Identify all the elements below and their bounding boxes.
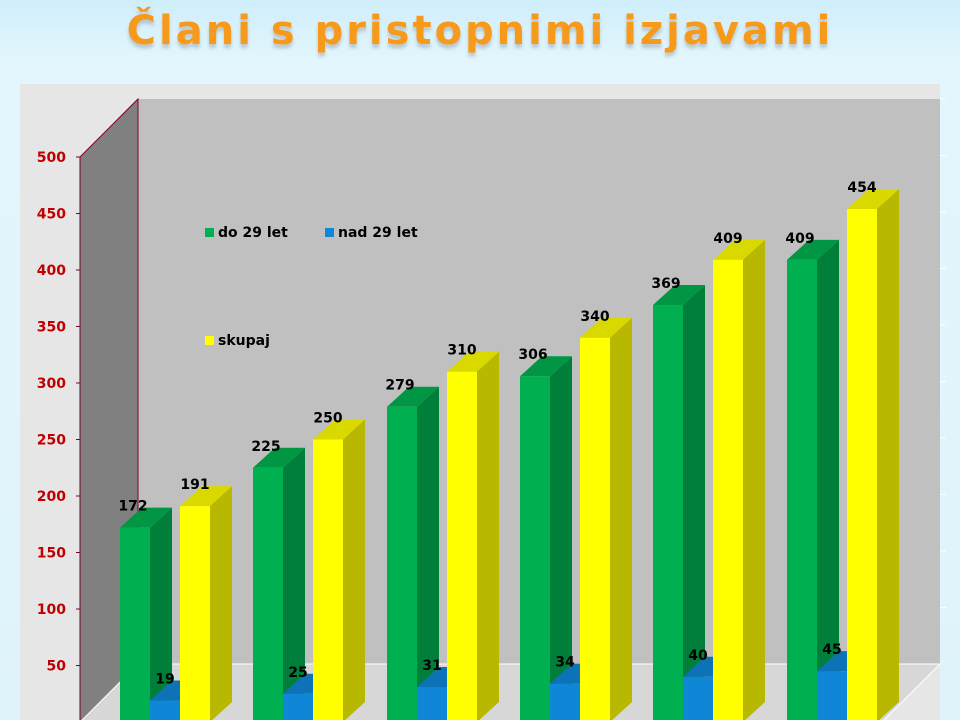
bar-skupaj-2-top	[313, 419, 365, 440]
y-tick-label: 400	[37, 263, 66, 279]
bar-do29-6-top	[787, 239, 839, 260]
bar-nad29-3-label: 31	[422, 658, 441, 674]
bar-skupaj-2-side	[343, 419, 365, 720]
bar-skupaj-5: 409	[713, 231, 765, 720]
bar-skupaj-4-top	[580, 317, 632, 338]
bar-do29-4-front	[520, 376, 550, 720]
bar-skupaj-6-top	[847, 188, 899, 209]
bar-do29-4-label: 306	[518, 347, 547, 363]
bar-nad29-1-front	[150, 700, 180, 720]
bar-skupaj-4: 340	[580, 309, 632, 720]
bar-nad29-6-front	[817, 671, 847, 720]
y-tick-label: 50	[47, 659, 67, 675]
legend-nad29-label: nad 29 let	[338, 225, 418, 241]
bar-skupaj-5-top	[713, 239, 765, 260]
bar-nad29-3-front	[417, 686, 447, 720]
bar-do29-3-front	[387, 406, 417, 720]
legend-nad29-swatch	[325, 228, 334, 237]
bar-do29-3-side	[417, 386, 439, 720]
bar-skupaj-4-front	[580, 337, 610, 720]
bar-skupaj-1-top	[180, 486, 232, 507]
bar-skupaj-3: 310	[447, 343, 499, 720]
bar-skupaj-6-label: 454	[847, 180, 876, 196]
bar-skupaj-6-side	[877, 188, 899, 720]
legend: do 29 let nad 29 let skupaj	[205, 225, 418, 349]
y-tick-label: 100	[37, 602, 66, 618]
bar-skupaj-3-side	[477, 351, 499, 720]
bar-skupaj-4-side	[610, 317, 632, 720]
bar-do29-2: 225	[251, 439, 305, 720]
bar-skupaj-5-side	[743, 239, 765, 720]
bar-do29-5-top	[653, 285, 705, 306]
bar-nad29-5-label: 40	[688, 648, 708, 664]
bar-do29-6: 409	[785, 231, 839, 720]
bar-nad29-4-front	[550, 683, 580, 720]
legend-skupaj-swatch	[205, 336, 214, 345]
bar-skupaj-1: 191	[180, 477, 232, 720]
bar-do29-4-side	[550, 356, 572, 720]
bar-nad29-2-label: 25	[288, 665, 307, 681]
bar-skupaj-3-top	[447, 351, 499, 372]
bar-nad29-4-label: 34	[555, 655, 575, 671]
bar-nad29-6-label: 45	[822, 642, 841, 658]
bar-do29-1-side	[150, 507, 172, 720]
bar-skupaj-1-front	[180, 506, 210, 720]
bar-do29-5: 369	[651, 276, 705, 720]
bar-do29-2-top	[253, 447, 305, 468]
y-tick-label: 350	[37, 320, 66, 336]
bar-skupaj-5-front	[713, 259, 743, 720]
y-tick-label: 200	[37, 489, 66, 505]
y-axis: 50 100 150 200 250 300 350 400 450 500	[37, 98, 946, 675]
bar-do29-4: 306	[518, 347, 572, 720]
legend-skupaj: skupaj	[205, 333, 270, 349]
bar-do29-3-label: 279	[385, 378, 414, 394]
bar-do29-5-side	[683, 285, 705, 720]
bar-do29-6-front	[787, 259, 817, 720]
bar-skupaj-3-front	[447, 371, 477, 720]
bar-skupaj-3-label: 310	[447, 343, 476, 359]
bar-skupaj-6-front	[847, 208, 877, 720]
y-tick-label: 250	[37, 433, 66, 449]
bar-skupaj-2-label: 250	[313, 411, 342, 427]
bar-skupaj-4-label: 340	[580, 309, 609, 325]
legend-do29: do 29 let	[205, 225, 288, 241]
legend-nad29: nad 29 let	[325, 225, 418, 241]
bar-skupaj-1-label: 191	[180, 477, 209, 493]
bar-do29-1-label: 172	[118, 499, 147, 515]
bar-nad29-2-front	[283, 693, 313, 720]
bar-skupaj-1-side	[210, 486, 232, 720]
bar-do29-2-label: 225	[251, 439, 280, 455]
y-tick-label: 300	[37, 376, 66, 392]
bar-nad29-5-front	[683, 676, 713, 720]
bar-do29-6-side	[817, 239, 839, 720]
bars: 172 19 191 225 25 250 279 31 310 306 34 340 369 40 409…	[118, 180, 899, 720]
y-tick-label: 500	[37, 150, 66, 166]
legend-do29-label: do 29 let	[218, 225, 288, 241]
bar-do29-5-label: 369	[651, 276, 680, 292]
bar-skupaj-2: 250	[313, 411, 365, 720]
y-tick-label: 150	[37, 546, 66, 562]
bar-do29-3-top	[387, 386, 439, 407]
bar-do29-1: 172	[118, 499, 172, 720]
bar-nad29-1-label: 19	[155, 672, 174, 688]
bar-skupaj-6: 454	[847, 180, 899, 720]
bar-do29-1-top	[120, 507, 172, 528]
bar-do29-6-label: 409	[785, 231, 814, 247]
bar-do29-4-top	[520, 356, 572, 377]
bar-do29-5-front	[653, 305, 683, 720]
legend-skupaj-label: skupaj	[218, 333, 270, 349]
bar-do29-2-side	[283, 447, 305, 720]
bar-skupaj-2-front	[313, 439, 343, 720]
bar-do29-1-front	[120, 527, 150, 720]
bar-do29-2-front	[253, 467, 283, 720]
bar-do29-3: 279	[385, 378, 439, 720]
legend-do29-swatch	[205, 228, 214, 237]
slide-title: Člani s pristopnimi izjavami	[126, 8, 834, 54]
bar-skupaj-5-label: 409	[713, 231, 742, 247]
y-tick-label: 450	[37, 207, 66, 223]
